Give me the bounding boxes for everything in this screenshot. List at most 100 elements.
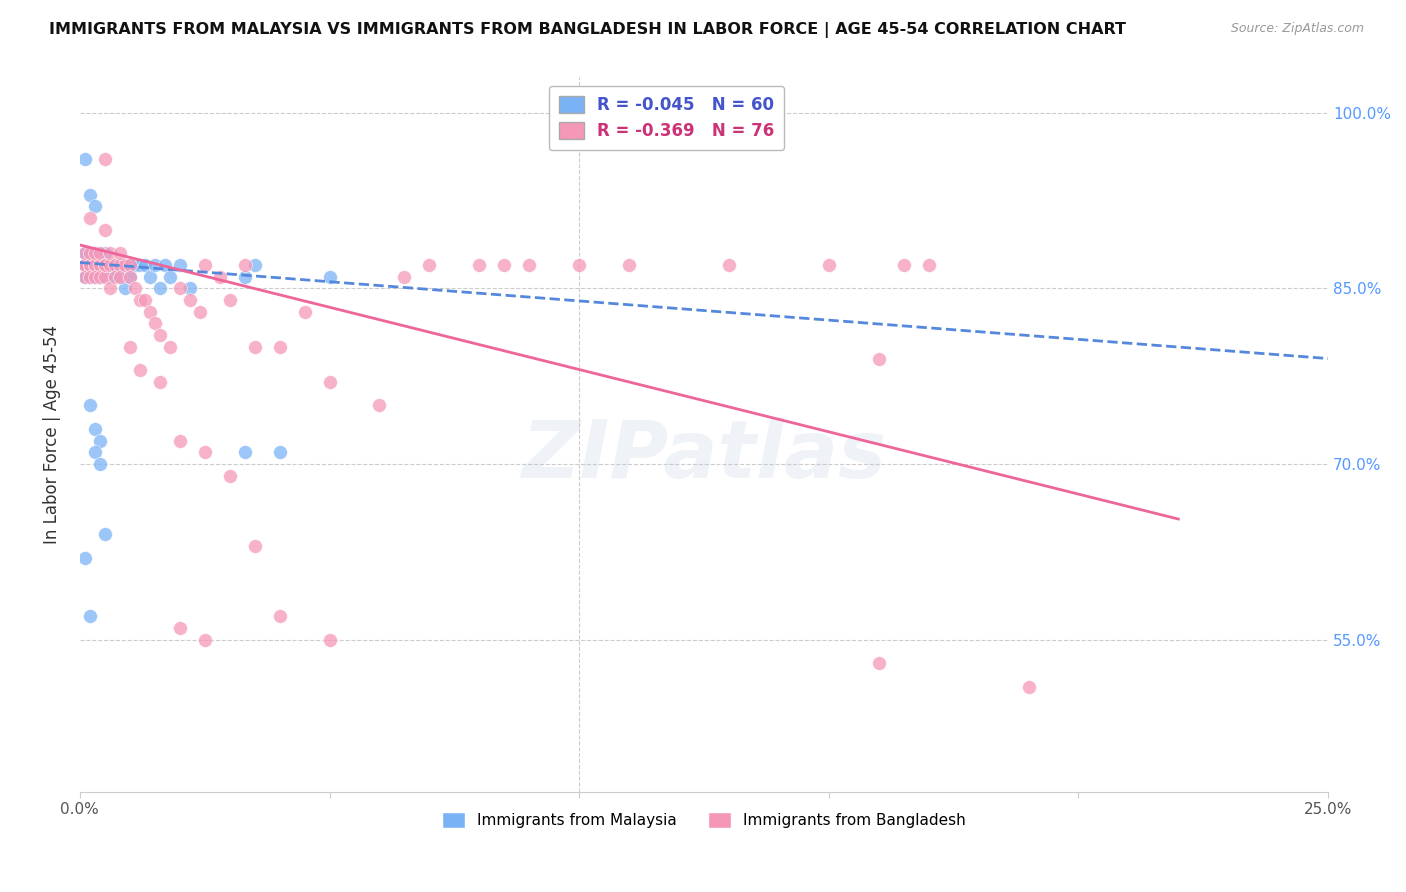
Point — [108, 269, 131, 284]
Point — [139, 269, 162, 284]
Point — [159, 269, 181, 284]
Point — [194, 632, 217, 647]
Point — [868, 351, 890, 366]
Point — [169, 281, 191, 295]
Point — [243, 258, 266, 272]
Point — [153, 258, 176, 272]
Point — [79, 246, 101, 260]
Point — [94, 258, 117, 272]
Point — [294, 304, 316, 318]
Point — [118, 269, 141, 284]
Point — [73, 269, 96, 284]
Point — [94, 153, 117, 167]
Point — [94, 258, 117, 272]
Point — [108, 269, 131, 284]
Point — [617, 258, 640, 272]
Point — [73, 258, 96, 272]
Point — [139, 304, 162, 318]
Point — [918, 258, 941, 272]
Point — [169, 621, 191, 635]
Point — [79, 399, 101, 413]
Point — [73, 258, 96, 272]
Point — [269, 609, 291, 624]
Point — [104, 258, 127, 272]
Point — [468, 258, 491, 272]
Point — [79, 246, 101, 260]
Point — [94, 527, 117, 541]
Point — [79, 609, 101, 624]
Point — [94, 269, 117, 284]
Point — [717, 258, 740, 272]
Point — [128, 363, 150, 377]
Point — [233, 269, 256, 284]
Point — [143, 317, 166, 331]
Point — [98, 258, 121, 272]
Point — [149, 375, 172, 389]
Point — [194, 445, 217, 459]
Point — [128, 258, 150, 272]
Point — [89, 258, 111, 272]
Point — [73, 258, 96, 272]
Point — [159, 340, 181, 354]
Text: ZIPatlas: ZIPatlas — [522, 417, 887, 495]
Point — [1018, 680, 1040, 694]
Point — [114, 258, 136, 272]
Point — [79, 258, 101, 272]
Point — [98, 258, 121, 272]
Point — [83, 258, 105, 272]
Legend: Immigrants from Malaysia, Immigrants from Bangladesh: Immigrants from Malaysia, Immigrants fro… — [436, 806, 972, 834]
Point — [83, 269, 105, 284]
Point — [89, 258, 111, 272]
Text: IMMIGRANTS FROM MALAYSIA VS IMMIGRANTS FROM BANGLADESH IN LABOR FORCE | AGE 45-5: IMMIGRANTS FROM MALAYSIA VS IMMIGRANTS F… — [49, 22, 1126, 38]
Text: Source: ZipAtlas.com: Source: ZipAtlas.com — [1230, 22, 1364, 36]
Point — [143, 258, 166, 272]
Point — [118, 258, 141, 272]
Point — [108, 258, 131, 272]
Point — [89, 457, 111, 471]
Point — [73, 153, 96, 167]
Point — [83, 258, 105, 272]
Point — [104, 269, 127, 284]
Point — [134, 258, 156, 272]
Point — [568, 258, 591, 272]
Point — [73, 550, 96, 565]
Point — [208, 269, 231, 284]
Point — [108, 246, 131, 260]
Point — [98, 258, 121, 272]
Point — [89, 258, 111, 272]
Point — [169, 258, 191, 272]
Point — [83, 445, 105, 459]
Point — [83, 246, 105, 260]
Point — [73, 246, 96, 260]
Point — [83, 258, 105, 272]
Point — [104, 269, 127, 284]
Point — [83, 422, 105, 436]
Point — [79, 258, 101, 272]
Point — [218, 293, 240, 307]
Point — [79, 269, 101, 284]
Point — [233, 258, 256, 272]
Point — [73, 258, 96, 272]
Point — [114, 281, 136, 295]
Point — [179, 293, 201, 307]
Point — [79, 269, 101, 284]
Point — [318, 632, 340, 647]
Point — [128, 293, 150, 307]
Point — [98, 281, 121, 295]
Point — [83, 258, 105, 272]
Point — [394, 269, 416, 284]
Point — [79, 258, 101, 272]
Point — [318, 269, 340, 284]
Point — [368, 399, 391, 413]
Point — [108, 258, 131, 272]
Point — [73, 258, 96, 272]
Point — [179, 281, 201, 295]
Point — [89, 269, 111, 284]
Y-axis label: In Labor Force | Age 45-54: In Labor Force | Age 45-54 — [44, 326, 60, 544]
Point — [118, 269, 141, 284]
Point — [114, 258, 136, 272]
Point — [89, 246, 111, 260]
Point — [868, 656, 890, 670]
Point — [124, 281, 146, 295]
Point — [73, 269, 96, 284]
